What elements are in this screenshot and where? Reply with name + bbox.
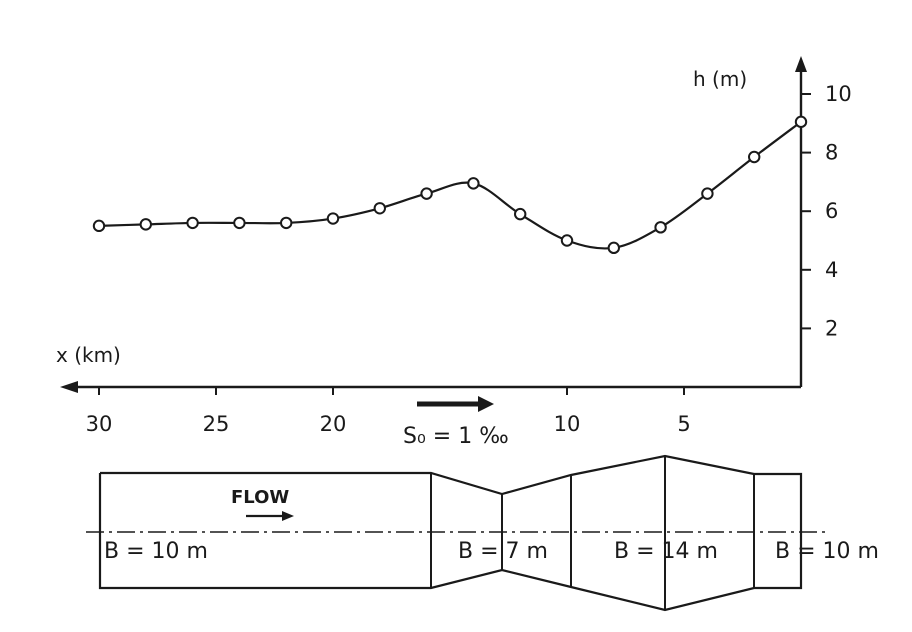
x-axis-label: x (km) xyxy=(56,343,121,367)
x-tick-label: 25 xyxy=(203,412,230,436)
data-point xyxy=(467,177,480,190)
data-point xyxy=(654,221,667,234)
channel-plan: FLOW B = 10 m B = 7 m B = 14 m B = 10 m xyxy=(86,454,879,612)
data-point xyxy=(607,241,620,255)
y-tick-label: 2 xyxy=(825,316,838,340)
data-point xyxy=(280,216,293,230)
data-point xyxy=(420,187,433,200)
x-tick-label: 20 xyxy=(320,412,347,436)
x-tick-label: 5 xyxy=(677,412,690,436)
y-tick-label: 10 xyxy=(825,82,852,106)
flow-label: FLOW xyxy=(231,487,289,508)
data-point xyxy=(92,219,106,233)
section-label-1: B = 10 m xyxy=(104,539,208,564)
series xyxy=(92,115,808,255)
data-point xyxy=(794,115,808,129)
y-tick-label: 8 xyxy=(825,141,838,165)
data-point xyxy=(514,207,527,221)
x-axis-arrow xyxy=(60,381,78,393)
section-label-4: B = 10 m xyxy=(775,539,879,564)
series-line xyxy=(98,120,802,250)
slope-arrow-head xyxy=(478,396,494,412)
section-label-3: B = 14 m xyxy=(614,539,718,564)
y-axis-label: h (m) xyxy=(693,67,747,91)
data-point xyxy=(560,234,574,247)
slope-label: S₀ = 1 ‰ xyxy=(403,424,509,449)
data-point xyxy=(326,212,340,225)
data-point xyxy=(186,216,199,230)
data-point xyxy=(748,150,761,164)
data-point xyxy=(139,218,153,231)
section-label-2: B = 7 m xyxy=(458,539,548,564)
channel-top-bank xyxy=(98,454,803,612)
data-point xyxy=(373,202,386,215)
x-tick-label: 30 xyxy=(86,412,113,436)
data-point xyxy=(701,187,714,200)
slope-annotation: S₀ = 1 ‰ xyxy=(403,396,509,449)
y-tick-label: 4 xyxy=(825,258,838,282)
x-tick-label: 10 xyxy=(554,412,581,436)
ticks: 2 4 6 8 10 30 25 20 10 5 xyxy=(86,82,852,436)
flow-arrow-head xyxy=(282,511,294,521)
data-point xyxy=(233,216,246,230)
y-axis-arrow xyxy=(795,56,807,72)
y-tick-label: 6 xyxy=(825,199,838,223)
